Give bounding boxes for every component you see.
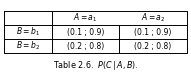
Text: Table 2.6.  $P(C\,|\,A, B).$: Table 2.6. $P(C\,|\,A, B).$ <box>53 59 138 71</box>
Text: (0.2 ; 0.8): (0.2 ; 0.8) <box>134 42 172 50</box>
Text: $A = a_1$: $A = a_1$ <box>73 12 98 24</box>
Text: (0.1 ; 0.9): (0.1 ; 0.9) <box>134 28 172 36</box>
Text: (0.1 ; 0.9): (0.1 ; 0.9) <box>67 28 104 36</box>
Text: $A = a_2$: $A = a_2$ <box>141 12 165 24</box>
Text: (0.2 ; 0.8): (0.2 ; 0.8) <box>67 42 104 50</box>
Text: $B = b_1$: $B = b_1$ <box>16 26 40 38</box>
Text: $B = b_2$: $B = b_2$ <box>16 40 40 52</box>
